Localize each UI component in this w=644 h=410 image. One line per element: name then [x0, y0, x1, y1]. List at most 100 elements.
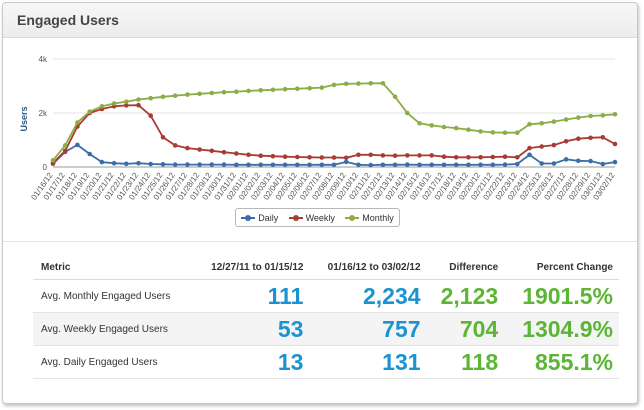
monthly-data-point[interactable] [331, 82, 337, 88]
daily-data-point[interactable] [160, 162, 166, 167]
daily-data-point[interactable] [563, 157, 569, 162]
daily-data-point[interactable] [246, 162, 251, 168]
daily-data-point[interactable] [270, 162, 276, 168]
daily-data-point[interactable] [490, 162, 496, 168]
daily-data-point[interactable] [539, 161, 544, 166]
weekly-data-point[interactable] [551, 142, 557, 148]
daily-data-point[interactable] [576, 158, 581, 164]
daily-data-point[interactable] [209, 162, 215, 167]
monthly-data-point[interactable] [380, 81, 386, 86]
monthly-data-point[interactable] [209, 90, 215, 96]
monthly-data-point[interactable] [478, 129, 483, 134]
monthly-data-point[interactable] [588, 113, 593, 119]
daily-data-point[interactable] [515, 161, 520, 167]
monthly-data-point[interactable] [417, 121, 422, 126]
weekly-data-point[interactable] [295, 154, 300, 160]
monthly-data-point[interactable] [466, 127, 471, 132]
daily-data-point[interactable] [527, 152, 532, 158]
monthly-data-point[interactable] [356, 81, 361, 86]
weekly-data-point[interactable] [466, 155, 471, 160]
daily-data-point[interactable] [295, 162, 300, 168]
monthly-data-point[interactable] [172, 93, 178, 98]
weekly-data-point[interactable] [490, 154, 496, 160]
monthly-data-point[interactable] [124, 99, 129, 104]
weekly-data-point[interactable] [185, 145, 190, 151]
monthly-data-point[interactable] [99, 104, 105, 109]
monthly-data-point[interactable] [490, 130, 496, 135]
daily-data-point[interactable] [319, 162, 325, 168]
monthly-data-point[interactable] [282, 86, 288, 92]
weekly-data-point[interactable] [124, 103, 129, 108]
daily-data-point[interactable] [551, 161, 557, 166]
monthly-data-point[interactable] [539, 121, 544, 126]
daily-data-point[interactable] [478, 162, 483, 168]
monthly-data-point[interactable] [405, 110, 410, 116]
daily-data-point[interactable] [368, 162, 374, 168]
weekly-data-point[interactable] [539, 144, 544, 149]
daily-data-point[interactable] [234, 162, 239, 168]
daily-data-point[interactable] [258, 162, 263, 168]
weekly-data-point[interactable] [209, 148, 215, 154]
weekly-data-point[interactable] [600, 135, 606, 140]
daily-data-point[interactable] [307, 162, 312, 168]
weekly-data-point[interactable] [319, 155, 325, 160]
daily-data-point[interactable] [356, 162, 361, 168]
weekly-data-point[interactable] [343, 155, 349, 161]
weekly-data-point[interactable] [136, 102, 141, 108]
daily-data-point[interactable] [392, 162, 398, 168]
weekly-data-point[interactable] [392, 153, 398, 158]
monthly-data-point[interactable] [600, 113, 606, 118]
monthly-data-point[interactable] [270, 87, 276, 93]
weekly-data-point[interactable] [417, 153, 422, 158]
weekly-data-point[interactable] [429, 153, 435, 158]
monthly-data-point[interactable] [563, 117, 569, 122]
daily-data-point[interactable] [429, 162, 435, 168]
weekly-data-point[interactable] [502, 154, 508, 159]
weekly-data-point[interactable] [148, 113, 153, 118]
monthly-data-point[interactable] [246, 88, 251, 94]
daily-data-point[interactable] [172, 162, 178, 167]
monthly-data-point[interactable] [160, 94, 166, 100]
monthly-data-point[interactable] [612, 112, 618, 117]
monthly-data-point[interactable] [307, 85, 312, 91]
monthly-data-point[interactable] [429, 123, 435, 128]
monthly-data-point[interactable] [234, 89, 239, 94]
daily-data-point[interactable] [331, 162, 337, 168]
daily-data-point[interactable] [111, 160, 117, 166]
daily-data-point[interactable] [99, 159, 105, 165]
daily-data-point[interactable] [588, 158, 593, 164]
weekly-data-point[interactable] [221, 149, 227, 155]
monthly-data-point[interactable] [148, 95, 153, 101]
monthly-data-point[interactable] [576, 115, 581, 120]
monthly-data-point[interactable] [50, 158, 56, 163]
weekly-data-point[interactable] [282, 154, 288, 159]
weekly-data-point[interactable] [453, 155, 459, 160]
daily-data-point[interactable] [136, 160, 141, 166]
monthly-data-point[interactable] [136, 97, 141, 102]
daily-data-point[interactable] [466, 162, 471, 168]
weekly-data-point[interactable] [62, 148, 68, 154]
monthly-data-point[interactable] [197, 91, 202, 97]
weekly-data-point[interactable] [356, 152, 361, 158]
daily-data-point[interactable] [600, 161, 606, 167]
weekly-data-point[interactable] [368, 152, 374, 158]
weekly-data-point[interactable] [246, 152, 251, 158]
legend-item-monthly[interactable]: Monthly [345, 213, 394, 223]
daily-data-point[interactable] [221, 162, 227, 167]
weekly-data-point[interactable] [160, 135, 166, 140]
daily-data-point[interactable] [441, 162, 447, 168]
daily-data-point[interactable] [380, 162, 386, 168]
monthly-data-point[interactable] [62, 143, 68, 148]
monthly-data-point[interactable] [527, 122, 532, 127]
monthly-data-point[interactable] [368, 81, 374, 86]
monthly-data-point[interactable] [75, 120, 80, 125]
monthly-data-point[interactable] [392, 94, 398, 100]
legend-item-weekly[interactable]: Weekly [288, 213, 335, 223]
monthly-data-point[interactable] [185, 92, 190, 97]
monthly-data-point[interactable] [258, 88, 263, 93]
weekly-data-point[interactable] [515, 155, 520, 160]
daily-data-point[interactable] [502, 162, 508, 167]
daily-data-point[interactable] [197, 162, 202, 167]
weekly-data-point[interactable] [527, 145, 532, 151]
daily-data-point[interactable] [148, 161, 153, 167]
